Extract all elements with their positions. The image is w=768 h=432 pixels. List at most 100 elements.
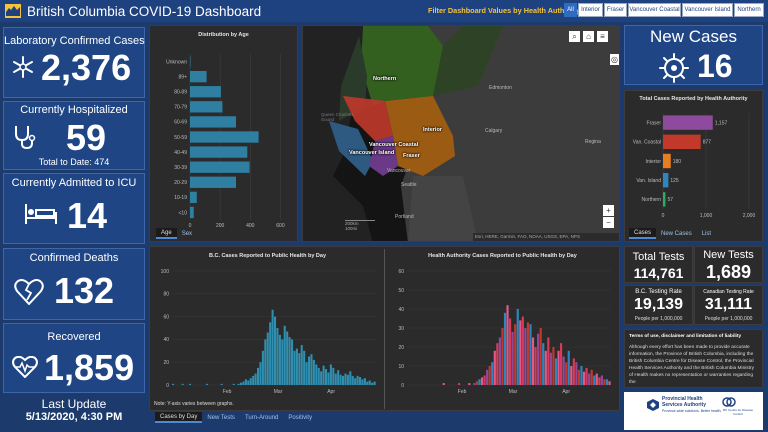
bc-daily-bar [317, 367, 320, 385]
map-city-edmonton: Edmonton [489, 85, 512, 91]
ha-daily-title: Health Authority Cases Reported to Publi… [428, 253, 577, 259]
tab-new-tests[interactable]: New Tests [207, 414, 235, 421]
hospital-bed-icon [25, 204, 57, 224]
age-category-label: 30-39 [174, 165, 187, 171]
tab-age[interactable]: Age [156, 228, 177, 239]
bc-daily-bar [271, 309, 274, 385]
age-bar [190, 86, 221, 98]
zoom-out-button[interactable]: − [603, 217, 614, 228]
age-xtick-label: 0 [189, 223, 192, 229]
ha-daily-ytick-label: 30 [398, 326, 404, 332]
map-label-vancouver-island: Vancouver Island [349, 150, 395, 156]
map-layers-icon[interactable]: ≡ [597, 31, 608, 42]
bc-daily-bar [291, 339, 294, 385]
ha-daily-bar [531, 337, 535, 385]
ha-daily-bar [501, 328, 504, 385]
ha-daily-xtick-label: Feb [458, 389, 467, 395]
filter-all-button[interactable]: All [564, 3, 577, 17]
bc-daily-bar [368, 380, 371, 385]
terms-panel[interactable]: Terms of use, disclaimer and limitation … [624, 329, 763, 388]
tab-positivity[interactable]: Positivity [288, 414, 313, 421]
tab-new-cases[interactable]: New Cases [661, 230, 692, 237]
ha-daily-xtick-label: Apr [562, 389, 570, 395]
map-label-northern: Northern [373, 76, 397, 82]
ha-daily-ytick-label: 0 [401, 383, 404, 389]
tab-sex[interactable]: Sex [181, 230, 193, 237]
ha-category-label: Interior [645, 159, 661, 165]
tab-list[interactable]: List [701, 230, 712, 237]
ha-daily-bar [565, 362, 568, 385]
hospitalized-total-label: Total to Date: 474 [38, 157, 110, 167]
bc-daily-bar [220, 383, 223, 385]
map-home-icon[interactable]: ⌂ [583, 31, 594, 42]
ha-bar [663, 192, 666, 207]
bc-daily-bar [257, 367, 260, 385]
bc-daily-ytick-label: 60 [163, 314, 169, 320]
bc-daily-bar [373, 381, 376, 385]
zoom-in-button[interactable]: + [603, 205, 614, 216]
bc-daily-bar [252, 375, 255, 385]
bccdc-name: BC Centre for Disease Control [722, 408, 753, 416]
filter-fraser-button[interactable]: Fraser [604, 3, 627, 17]
phsa-logo-icon [647, 399, 659, 411]
bc-daily-bar [240, 382, 243, 385]
bc-daily-ytick-label: 40 [163, 337, 169, 343]
ha-category-label: Van. Island [636, 178, 661, 184]
map-locate-icon[interactable]: ◎ [610, 54, 619, 65]
age-category-label: Unknown [166, 59, 187, 65]
map-label-fraser: Fraser [403, 153, 420, 159]
new-cases-card: New Cases 16 [624, 25, 763, 85]
ha-daily-bar [442, 383, 445, 385]
ha-daily-bar [554, 358, 558, 385]
ha-daily-ytick-label: 40 [398, 307, 404, 313]
age-xtick-label: 400 [246, 223, 255, 229]
ha-daily-bar [486, 369, 489, 385]
filter-vancouver-island-button[interactable]: Vancouver Island [682, 3, 733, 17]
bc-daily-xtick-label: Feb [223, 389, 232, 395]
ha-daily-bar [473, 383, 476, 385]
ha-daily-bar [514, 324, 517, 385]
bc-daily-bar [312, 359, 315, 385]
ha-daily-bar [488, 366, 491, 385]
logos-footer: Provincial Health Services Authority Pro… [624, 392, 763, 430]
ha-daily-bar [496, 343, 499, 385]
age-xtick-label: 600 [276, 223, 285, 229]
map-canvas[interactable] [303, 26, 620, 242]
ha-xtick-label: 1,000 [700, 213, 713, 219]
tab-turn-around[interactable]: Turn-Around [244, 414, 279, 421]
bc-daily-bar [232, 383, 235, 385]
deaths-card: Confirmed Deaths 132 [3, 248, 145, 320]
bc-daily-bar [281, 339, 284, 385]
ha-daily-bar [542, 343, 545, 385]
age-bar [190, 161, 250, 173]
bc-daily-bar [286, 331, 289, 385]
ha-value-label: 125 [670, 178, 679, 184]
ha-xtick-label: 2,000 [743, 213, 756, 219]
filter-vancouver-coastal-button[interactable]: Vancouver Coastal [628, 3, 681, 17]
bc-daily-bar [172, 383, 175, 385]
terms-body: Although every effort has been made to p… [629, 345, 755, 385]
map-panel[interactable]: ⌕ ⌂ ≡ ◎ Northern Interior Vancouver Isla… [302, 25, 620, 242]
bc-testing-rate-label: B.C. Testing Rate [635, 289, 682, 295]
tab-cases-by-day[interactable]: Cases by Day [155, 412, 203, 423]
tab-cases[interactable]: Cases [629, 228, 657, 239]
ha-daily-bar [529, 324, 532, 385]
bc-daily-bar [310, 354, 313, 385]
bc-testing-rate-sub: People per 1,000,000 [634, 316, 683, 322]
bc-daily-chart: 0 20 40 60 80 100 Feb Mar Apr [161, 269, 376, 395]
hospitalized-label: Currently Hospitalized [20, 104, 128, 116]
ha-daily-ytick-label: 10 [398, 364, 404, 370]
filter-northern-button[interactable]: Northern [734, 3, 764, 17]
daily-cases-panel: B.C. Cases Reported to Public Health by … [149, 246, 620, 411]
page-title: British Columbia COVID-19 Dashboard [27, 3, 262, 19]
ha-daily-bar [590, 369, 593, 385]
ha-daily-bar [600, 375, 603, 385]
map-label-queen-charlotte: Queen Charlotte Sound [321, 112, 355, 123]
bc-daily-bar [295, 348, 298, 385]
age-bar [190, 116, 236, 128]
map-search-icon[interactable]: ⌕ [569, 31, 580, 42]
map-scale-km: 200km [345, 221, 359, 226]
terms-title: Terms of use, disclaimer and limitation … [629, 334, 742, 339]
filter-interior-button[interactable]: Interior [578, 3, 603, 17]
